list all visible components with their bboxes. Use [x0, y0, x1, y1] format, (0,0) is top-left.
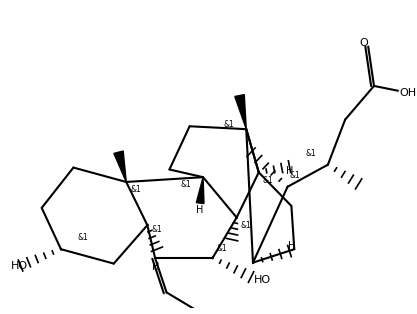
Text: &1: &1	[152, 225, 162, 235]
Text: &1: &1	[263, 176, 274, 185]
Text: &1: &1	[305, 149, 316, 158]
Polygon shape	[196, 177, 204, 203]
Text: H: H	[286, 166, 293, 176]
Text: H: H	[288, 241, 295, 251]
Text: &1: &1	[131, 185, 141, 194]
Text: &1: &1	[217, 244, 228, 253]
Text: HO: HO	[11, 261, 28, 271]
Text: HO: HO	[254, 275, 271, 285]
Text: &1: &1	[290, 171, 301, 180]
Text: &1: &1	[241, 221, 251, 230]
Polygon shape	[235, 95, 246, 129]
Text: O: O	[359, 38, 368, 48]
Text: H: H	[152, 263, 160, 273]
Text: &1: &1	[78, 233, 88, 242]
Polygon shape	[114, 151, 126, 182]
Text: &1: &1	[224, 120, 234, 129]
Text: &1: &1	[181, 180, 191, 189]
Text: H: H	[196, 205, 204, 215]
Text: OH: OH	[399, 88, 416, 98]
